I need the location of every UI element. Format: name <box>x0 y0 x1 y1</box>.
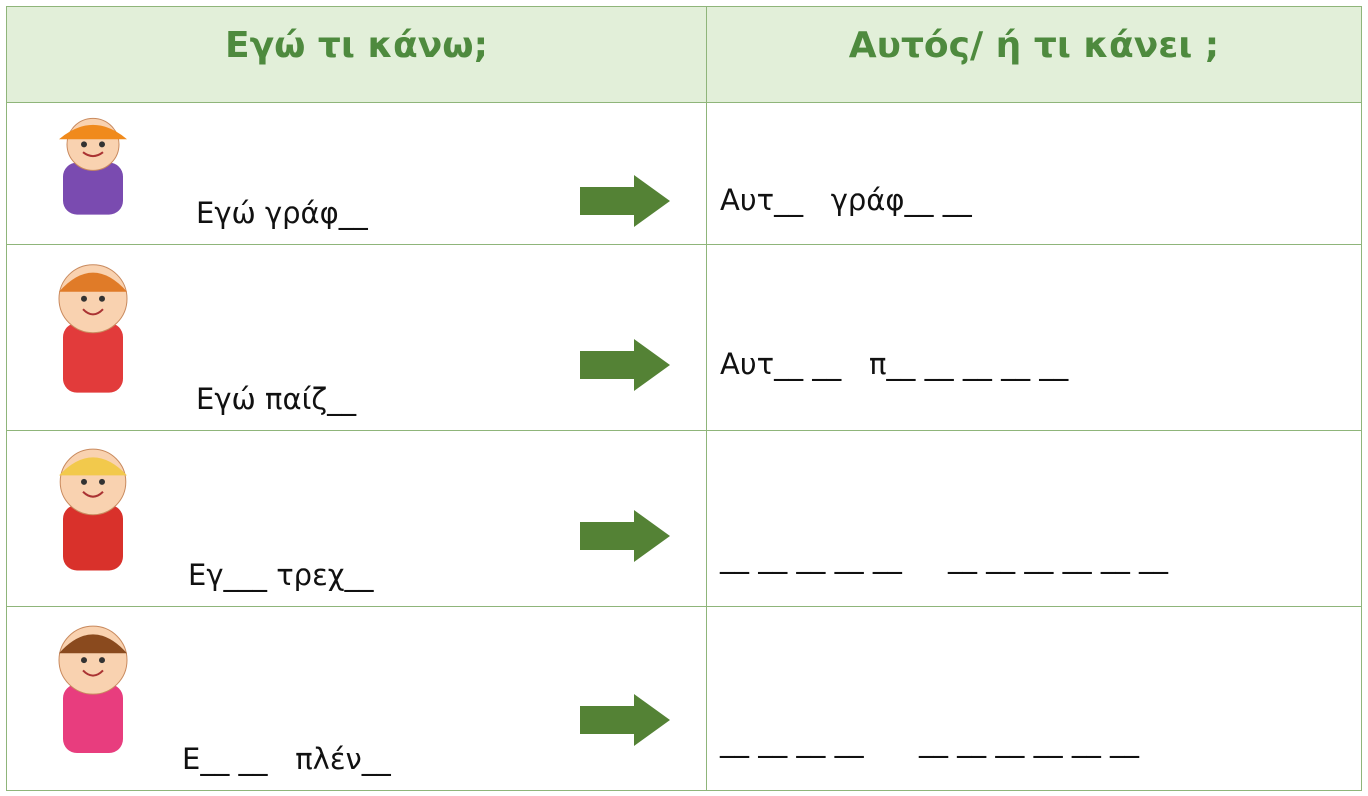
header-left: Εγώ τι κάνω; <box>225 25 488 66</box>
illustration <box>18 108 168 238</box>
right-text: __ __ __ __ __ __ __ __ __ __ <box>720 724 1140 758</box>
arrow-icon <box>580 694 670 746</box>
arrow <box>576 337 672 393</box>
row-cell <box>706 430 1362 607</box>
row-cell <box>706 102 1362 245</box>
child-figure <box>58 625 128 754</box>
arrow <box>576 692 672 748</box>
child-figure <box>59 117 127 215</box>
arrow-icon <box>580 339 670 391</box>
row-cell <box>706 244 1362 431</box>
left-text: Ε__ __ πλέν__ <box>182 742 391 776</box>
right-text: Αυτ__ __ π__ __ __ __ __ <box>720 347 1069 381</box>
child-figure <box>58 264 128 393</box>
illustration <box>18 436 168 600</box>
arrow-icon <box>580 175 670 227</box>
right-text: Αυτ__ γράφ__ __ <box>720 183 972 217</box>
child-figure <box>59 448 127 571</box>
illustration <box>18 612 168 784</box>
header-right: Αυτός/ ή τι κάνει ; <box>848 25 1220 66</box>
arrow <box>576 173 672 229</box>
arrow-icon <box>580 510 670 562</box>
left-text: Εγ___ τρεχ__ <box>188 558 374 592</box>
left-text: Εγώ γράφ__ <box>196 196 368 230</box>
header-cell: Εγώ τι κάνω; <box>6 6 707 103</box>
header-cell: Αυτός/ ή τι κάνει ; <box>706 6 1362 103</box>
illustration <box>18 250 168 424</box>
row-cell <box>706 606 1362 791</box>
arrow <box>576 508 672 564</box>
right-text: __ __ __ __ __ __ __ __ __ __ __ <box>720 540 1169 574</box>
left-text: Εγώ παίζ__ <box>196 382 357 416</box>
